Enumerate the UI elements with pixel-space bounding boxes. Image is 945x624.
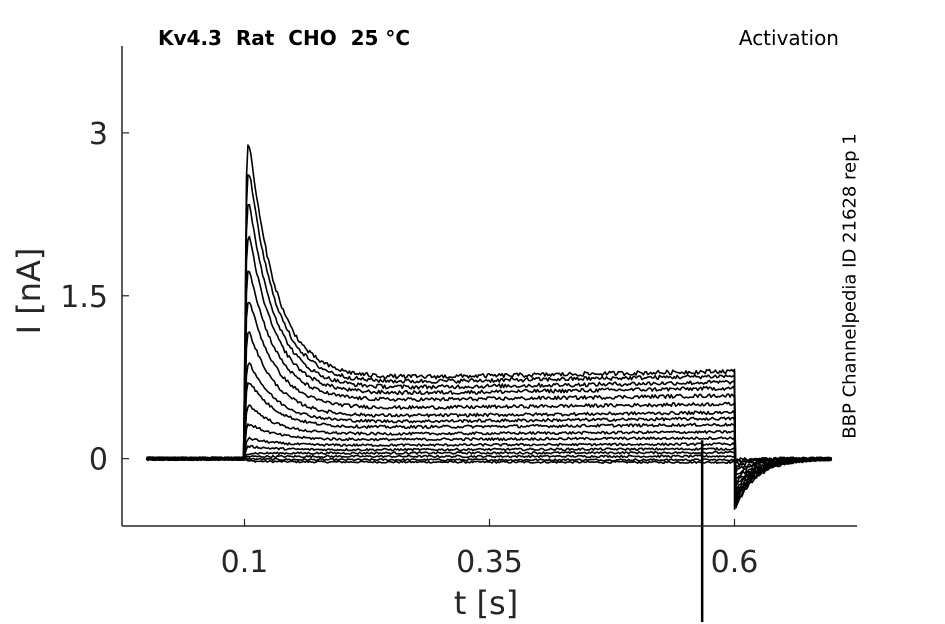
trace-group [145,144,833,510]
x-tick-label: 0.6 [711,545,759,580]
y-tick-label: 0 [89,443,108,478]
current-trace-17 [146,144,832,509]
x-tick-label: 0.1 [221,545,269,580]
current-trace-5 [146,444,832,470]
current-trace-12 [146,301,832,495]
current-trace-14 [145,235,833,499]
current-trace-6 [145,436,832,473]
y-tick-group: 01.53 [60,117,129,478]
y-axis-label: I [nA] [10,248,48,335]
current-trace-4 [145,450,832,466]
current-trace-16 [145,174,832,505]
current-trace-10 [145,362,832,486]
current-trace-3 [145,454,832,464]
current-trace-9 [146,382,833,483]
x-tick-label: 0.35 [456,545,523,580]
x-tick-group: 0.1 0.35 0.6 [221,519,759,580]
current-trace-2 [146,456,833,463]
current-trace-15 [146,203,833,503]
y-tick-label: 1.5 [60,280,108,315]
current-trace-7 [146,423,833,475]
x-axis-label: t [s] [454,584,518,622]
y-tick-label: 3 [89,117,108,152]
protocol-label: Activation [738,26,839,50]
current-trace-8 [145,404,832,479]
current-trace-11 [146,331,832,490]
current-trace-13 [146,270,833,497]
chart-title: Kv4.3 Rat CHO 25 °C [158,26,411,50]
current-trace-1 [146,456,832,464]
